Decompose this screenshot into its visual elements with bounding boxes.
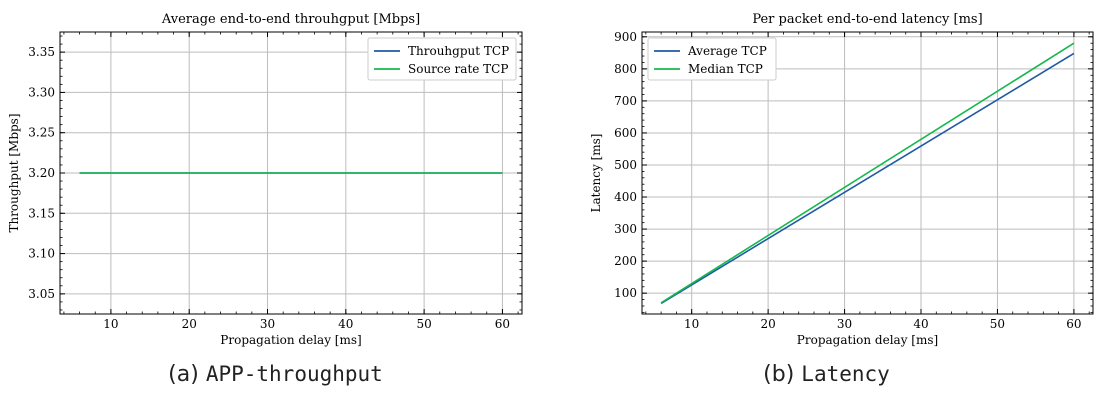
chart-a-title: Average end-to-end throuhgput [Mbps] <box>161 12 420 27</box>
chart-a-legend-box <box>367 37 517 81</box>
chart-b-y-tick-label: 600 <box>614 126 637 140</box>
chart-a-y-tick-label: 3.05 <box>28 287 55 301</box>
chart-a-y-tick-label: 3.10 <box>28 247 55 261</box>
caption-b: (b) Latency <box>763 362 890 387</box>
chart-b-legend-label: Average TCP <box>687 44 767 58</box>
chart-a-y-tick-label: 3.25 <box>28 126 55 140</box>
chart-a-x-axis-label: Propagation delay [ms] <box>220 333 361 347</box>
chart-a-legend-label: Source rate TCP <box>408 62 508 76</box>
chart-b-y-tick-label: 800 <box>614 62 637 76</box>
chart-b-x-tick-label: 40 <box>913 317 928 331</box>
chart-a-y-tick-label: 3.20 <box>28 166 55 180</box>
chart-a-y-tick-label: 3.15 <box>28 206 55 220</box>
chart-b-y-tick-label: 200 <box>614 254 637 268</box>
chart-a-x-tick-label: 50 <box>416 317 431 331</box>
chart-b-x-tick-label: 30 <box>837 317 852 331</box>
chart-b-y-tick-label: 500 <box>614 158 637 172</box>
chart-b-x-tick-label: 10 <box>684 317 699 331</box>
latency-chart: 10 20 30 40 50 60 100 200 300 400 500 600 700 800 900 P… <box>589 12 1094 347</box>
chart-a-y-axis-label: Throughput [Mbps] <box>7 113 21 232</box>
chart-a-y-tick-label: 3.35 <box>28 45 55 59</box>
chart-b-series-line <box>660 42 1075 304</box>
chart-b-series-line <box>660 52 1075 305</box>
chart-a-x-tick-label: 60 <box>495 317 510 331</box>
chart-b-y-tick-label: 300 <box>614 222 637 236</box>
chart-b-legend-label: Median TCP <box>688 62 763 76</box>
chart-b-x-tick-label: 50 <box>990 317 1005 331</box>
chart-a-y-tick-label: 3.30 <box>28 85 55 99</box>
chart-a-x-tick-label: 20 <box>182 317 197 331</box>
chart-a-legend-label: Throuhgput TCP <box>408 44 509 58</box>
chart-a-x-tick-label: 30 <box>260 317 275 331</box>
chart-b-y-axis-label: Latency [ms] <box>589 134 603 213</box>
chart-a-x-tick-label: 40 <box>338 317 353 331</box>
chart-a-plot-frame <box>59 31 523 315</box>
throughput-chart: 10 20 30 40 50 60 3.05 3.10 3.15 3.20 3.25 3.30 3.35… <box>7 12 523 347</box>
chart-b-plot-frame <box>641 31 1094 315</box>
chart-b-title: Per packet end-to-end latency [ms] <box>752 12 982 27</box>
chart-b-x-tick-label: 60 <box>1066 317 1081 331</box>
chart-b-y-tick-label: 100 <box>614 286 637 300</box>
chart-b-y-tick-label: 700 <box>614 94 637 108</box>
chart-a-x-tick-label: 10 <box>103 317 118 331</box>
chart-b-y-tick-label: 900 <box>614 30 637 44</box>
chart-b-y-tick-label: 400 <box>614 190 637 204</box>
chart-b-x-tick-label: 20 <box>760 317 775 331</box>
chart-b-x-axis-label: Propagation delay [ms] <box>797 333 938 347</box>
caption-a: (a) APP-throughput <box>168 362 383 387</box>
